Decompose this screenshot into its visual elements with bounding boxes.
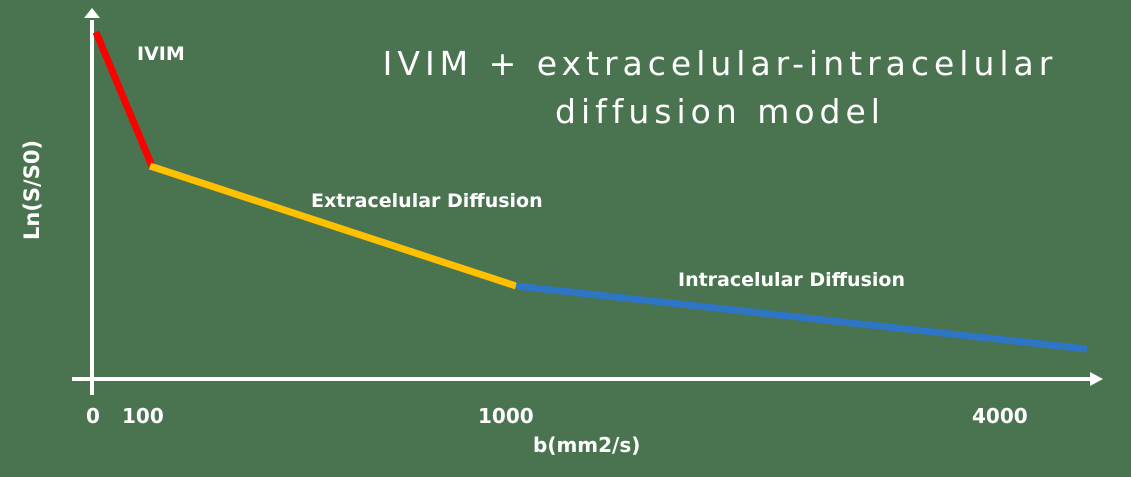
chart-title-line2: diffusion model	[555, 92, 885, 131]
x-axis-label: b(mm2/s)	[533, 433, 641, 457]
chart-title-line1: IVIM + extracelular-intracelular	[382, 44, 1058, 83]
chart-title: IVIM + extracelular-intracelular diffusi…	[330, 40, 1110, 136]
ivim-segment	[92, 30, 156, 168]
intracellular-segment	[515, 282, 1088, 353]
x-tick-1000: 1000	[478, 404, 534, 428]
ivim-label: IVIM	[137, 43, 185, 65]
y-axis-label: Ln(S/S0)	[20, 139, 44, 240]
x-tick-0: 0	[86, 404, 100, 428]
y-axis-arrow-icon	[84, 8, 100, 18]
x-tick-4000: 4000	[972, 404, 1028, 428]
intracellular-label: Intracelular Diffusion	[678, 269, 905, 291]
x-tick-100: 100	[122, 404, 164, 428]
extracellular-segment	[148, 162, 518, 290]
x-axis-arrow-icon	[1090, 372, 1103, 386]
extracellular-label: Extracelular Diffusion	[311, 190, 543, 212]
